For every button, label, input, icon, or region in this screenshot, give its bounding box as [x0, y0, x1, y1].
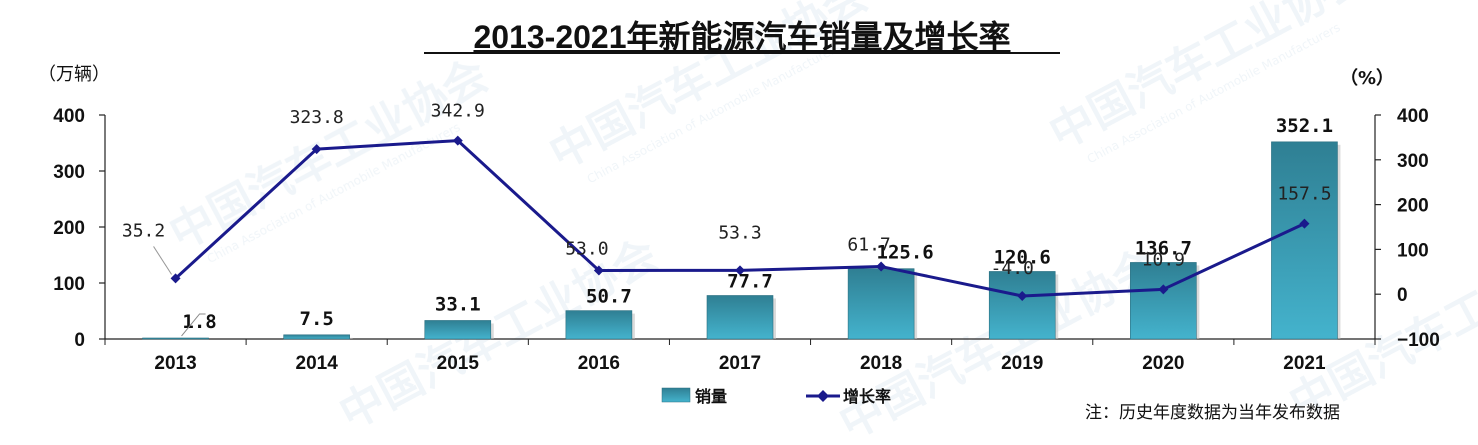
right-axis-tick-label: 0	[1397, 285, 1408, 306]
left-axis-tick-label: 0	[74, 330, 85, 351]
rate-value-label: 53.3	[718, 222, 761, 243]
rate-label-leader	[153, 246, 172, 275]
bar-value-label: 136.7	[1135, 237, 1192, 259]
bar-sales	[565, 310, 633, 340]
watermark-org-cn: 中国汽车工业协会	[161, 49, 496, 259]
rate-point	[1299, 218, 1310, 229]
x-axis-tick-label: 2013	[154, 353, 196, 374]
rate-point	[735, 265, 745, 276]
bar-sales	[706, 295, 774, 340]
bar-value-label: 120.6	[994, 246, 1051, 268]
rate-point	[311, 144, 322, 155]
bar-sales	[1271, 141, 1338, 340]
right-axis-tick-label: 400	[1397, 106, 1429, 127]
rate-value-label: 53.0	[565, 238, 608, 259]
rate-point	[1017, 290, 1028, 301]
bar-sales	[847, 268, 915, 340]
x-axis-tick-label: 2017	[719, 353, 761, 374]
x-axis-tick-label: 2016	[578, 353, 620, 374]
rate-value-label: 10.9	[1142, 249, 1185, 270]
rate-value-label: 35.2	[122, 220, 165, 241]
x-axis-tick-label: 2021	[1283, 353, 1326, 374]
rate-point	[170, 273, 181, 284]
bar-sales	[283, 334, 350, 340]
rate-value-label: 342.9	[431, 101, 485, 122]
footnote: 注：历史年度数据为当年发布数据	[1085, 403, 1340, 423]
rate-point	[593, 265, 604, 276]
left-axis-tick-label: 400	[53, 106, 85, 127]
bar-value-label: 7.5	[300, 308, 334, 330]
rate-value-label: 323.8	[290, 107, 344, 128]
x-axis-tick-label: 2019	[1001, 353, 1043, 374]
rate-value-label: -4.0	[991, 258, 1034, 279]
left-axis-tick-label: 200	[53, 218, 85, 239]
chart-title: 2013-2021年新能源汽车销量及增长率	[473, 19, 1010, 55]
rate-point	[876, 261, 887, 272]
legend: 销量 增长率	[661, 387, 891, 406]
rate-point	[452, 135, 463, 146]
right-axis-tick-label: −100	[1397, 330, 1440, 351]
rate-value-label: 157.5	[1277, 184, 1331, 205]
rate-value-label: 61.7	[847, 235, 890, 256]
left-axis-unit: （万辆）	[38, 64, 110, 85]
x-axis-tick-label: 2020	[1142, 353, 1184, 374]
x-axis-tick-label: 2015	[437, 353, 480, 374]
rate-point	[1158, 284, 1169, 295]
bar-sales	[142, 337, 209, 340]
data-labels: 1.8 7.5 33.1 50.7 77.7 125.6 120.6 136.7 352.1 35…	[122, 101, 1333, 337]
bar-value-label: 125.6	[877, 242, 934, 264]
right-axis-tick-label: 300	[1397, 151, 1429, 172]
legend-sales-swatch	[661, 387, 691, 403]
left-axis-tick-label: 300	[53, 162, 85, 183]
right-axis-unit: （%）	[1340, 68, 1394, 89]
bar-value-label: 50.7	[586, 286, 632, 308]
bar-sales	[1130, 262, 1197, 340]
right-axis-tick-label: 200	[1397, 196, 1429, 217]
bar-value-label: 33.1	[435, 293, 481, 315]
x-axis-tick-label: 2018	[860, 353, 902, 374]
x-axis-tick-label: 2014	[296, 353, 339, 374]
bar-label-leader	[181, 313, 206, 337]
bar-sales	[988, 271, 1056, 340]
legend-rate-label: 增长率	[843, 387, 891, 406]
right-axis-tick-label: 100	[1397, 240, 1429, 261]
bar-value-label: 352.1	[1276, 115, 1333, 137]
legend-rate-marker	[817, 390, 829, 402]
rate-series	[170, 135, 1310, 301]
bar-value-label: 77.7	[727, 270, 773, 292]
bar-sales	[424, 320, 492, 340]
legend-sales-label: 销量	[695, 387, 727, 406]
left-axis-tick-label: 100	[53, 274, 85, 295]
bar-value-label: 1.8	[182, 311, 216, 333]
